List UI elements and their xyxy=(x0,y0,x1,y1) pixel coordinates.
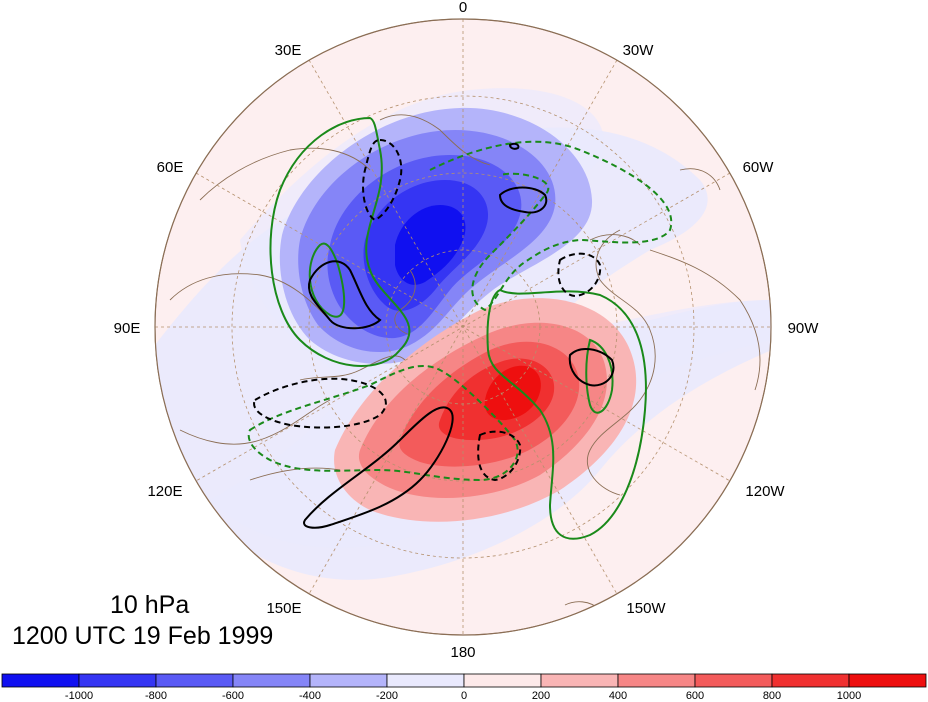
lon-label-60e: 60E xyxy=(157,159,184,176)
colorbar-label: 800 xyxy=(763,690,781,702)
title-time: 1200 UTC 19 Feb 1999 xyxy=(12,622,274,650)
colorbar-label: 200 xyxy=(532,690,550,702)
colorbar-swatch xyxy=(617,673,696,688)
lon-label-90e: 90E xyxy=(114,320,141,337)
colorbar-label: -800 xyxy=(145,690,167,702)
lon-label-30e: 30E xyxy=(275,42,302,59)
lon-label-180: 180 xyxy=(450,644,475,661)
lon-label-150e: 150E xyxy=(266,600,301,617)
positive-anomaly-1000 xyxy=(484,365,541,421)
lon-label-90w: 90W xyxy=(788,320,820,337)
lon-label-0: 0 xyxy=(459,0,467,16)
lon-label-120w: 120W xyxy=(745,483,785,500)
graticule xyxy=(155,19,771,635)
colorbar-swatch xyxy=(694,673,773,688)
colorbar-swatch xyxy=(848,673,927,688)
colorbar-swatch xyxy=(386,673,465,688)
lon-label-30w: 30W xyxy=(623,42,655,59)
colorbar-label: 400 xyxy=(609,690,627,702)
lon-label-120e: 120E xyxy=(147,483,182,500)
colorbar-swatch xyxy=(1,673,80,688)
lon-label-150w: 150W xyxy=(626,600,666,617)
colorbar-label: 1000 xyxy=(837,690,861,702)
colorbar-swatch xyxy=(78,673,157,688)
polar-map: 0 30W 60W 90W 120W 150W 180 150E 120E 90… xyxy=(114,0,820,661)
colorbar-swatch xyxy=(155,673,234,688)
colorbar-swatch xyxy=(309,673,388,688)
colorbar-label: -200 xyxy=(376,690,398,702)
black-contours xyxy=(253,138,615,529)
colorbar-swatch xyxy=(540,673,619,688)
title-level: 10 hPa xyxy=(110,591,190,619)
colorbar-swatch xyxy=(232,673,311,688)
green-contours xyxy=(247,116,673,540)
colorbar: -1000 -800 -600 -400 -200 0 200 400 600 800 1000 xyxy=(1,673,927,702)
colorbar-label: -1000 xyxy=(65,690,93,702)
colorbar-swatch xyxy=(771,673,850,688)
lon-label-60w: 60W xyxy=(743,159,775,176)
colorbar-label: -600 xyxy=(222,690,244,702)
colorbar-label: 600 xyxy=(686,690,704,702)
colorbar-label: 0 xyxy=(461,690,467,702)
map-boundary xyxy=(154,18,772,636)
colorbar-label: -400 xyxy=(299,690,321,702)
negative-anomaly-1000 xyxy=(395,205,466,285)
colorbar-swatch xyxy=(463,673,542,688)
